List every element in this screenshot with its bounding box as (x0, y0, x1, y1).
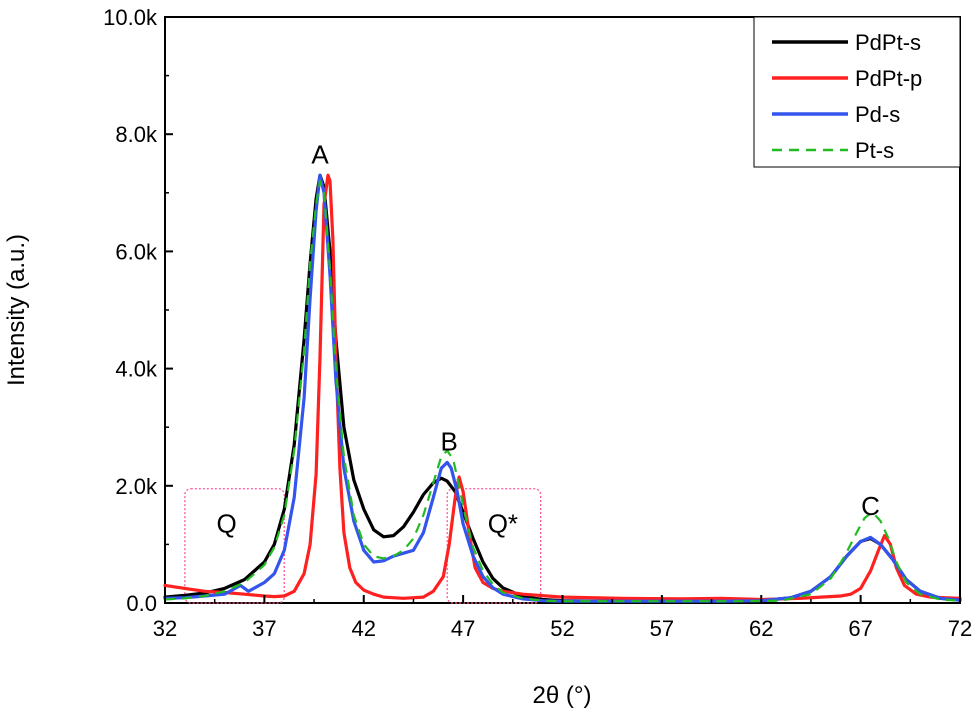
x-tick-label: 72 (948, 616, 972, 641)
highlight-regions (184, 488, 542, 604)
x-tick-label: 67 (848, 616, 872, 641)
y-tick-label: 6.0k (115, 239, 158, 264)
annotation-label: Q* (488, 509, 518, 539)
x-tick-label: 32 (153, 616, 177, 641)
annotation-label: C (861, 491, 880, 521)
x-tick-label: 62 (749, 616, 773, 641)
peak-annotations: A B C Q Q* (216, 140, 879, 539)
x-tick-label: 57 (650, 616, 674, 641)
x-tick-label: 42 (352, 616, 376, 641)
annotation-label: B (441, 427, 458, 457)
annotation-label: A (311, 140, 329, 170)
series-lines (163, 173, 962, 603)
x-tick-label: 52 (550, 616, 574, 641)
x-axis-title: 2θ (°) (533, 682, 592, 709)
legend-label: Pd-s (855, 102, 900, 127)
annotation-label: Q (216, 509, 236, 539)
x-tick-label: 37 (252, 616, 276, 641)
legend-label: PdPt-p (855, 66, 922, 91)
y-axis-title: Intensity (a.u.) (3, 234, 30, 386)
y-tick-label: 8.0k (115, 122, 158, 147)
y-tick-label: 4.0k (115, 357, 158, 382)
legend-label: PdPt-s (855, 30, 921, 55)
series-line-pdpt-p (163, 173, 962, 602)
legend-label: Pt-s (855, 138, 894, 163)
y-axis-ticks: 0.0 2.0k 4.0k 6.0k 8.0k 10.0k (103, 5, 173, 616)
series-line-pt-s (164, 180, 961, 603)
x-axis-ticks: 32 37 42 47 52 57 62 67 72 (153, 595, 972, 641)
y-tick-label: 10.0k (103, 5, 158, 30)
legend: PdPt-s PdPt-p Pd-s Pt-s (753, 16, 961, 168)
region-box-2 (446, 488, 542, 604)
x-tick-label: 47 (451, 616, 475, 641)
y-tick-label: 2.0k (115, 474, 158, 499)
y-tick-label: 0.0 (126, 591, 157, 616)
